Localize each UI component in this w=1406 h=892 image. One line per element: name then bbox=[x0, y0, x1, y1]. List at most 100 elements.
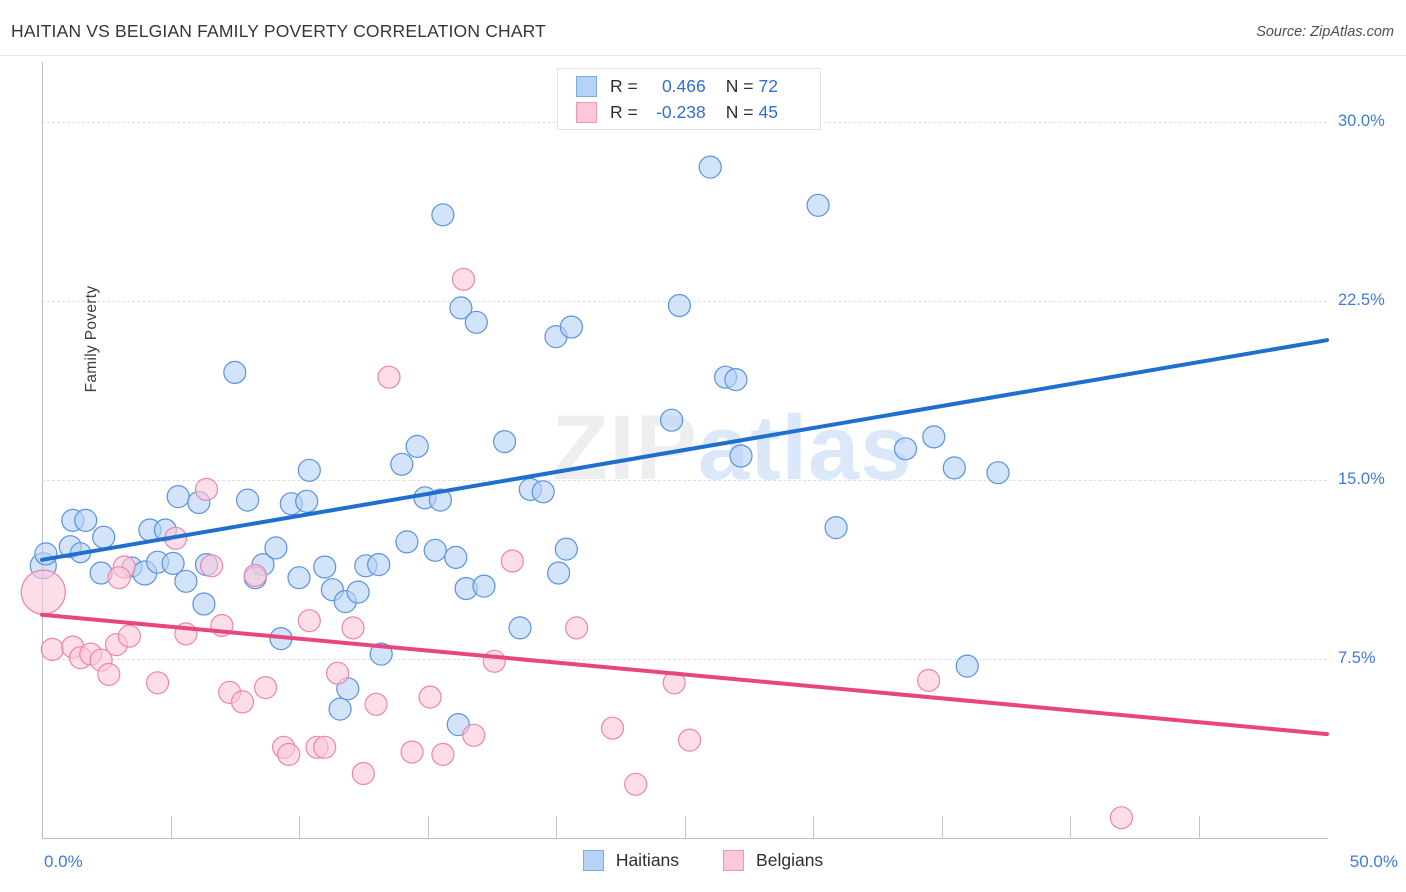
data-point[interactable] bbox=[493, 430, 517, 454]
data-point[interactable] bbox=[166, 485, 190, 509]
source-attribution: Source: ZipAtlas.com bbox=[1256, 24, 1394, 40]
legend-label-haitians: Haitians bbox=[615, 850, 680, 870]
data-point[interactable] bbox=[922, 425, 946, 449]
data-point[interactable] bbox=[313, 555, 337, 579]
gridline-y bbox=[42, 658, 1327, 660]
data-point[interactable] bbox=[986, 461, 1010, 485]
data-point[interactable] bbox=[600, 716, 625, 740]
data-point[interactable] bbox=[405, 434, 429, 458]
data-point[interactable] bbox=[942, 456, 966, 480]
data-point[interactable] bbox=[254, 675, 278, 700]
r-value-belgians: -0.238 bbox=[656, 101, 706, 122]
x-axis-tick bbox=[299, 816, 300, 838]
data-point[interactable] bbox=[364, 692, 388, 716]
x-axis-tick bbox=[684, 816, 686, 838]
n-value-haitians: 72 bbox=[758, 75, 778, 96]
data-point[interactable] bbox=[174, 569, 198, 593]
data-point[interactable] bbox=[423, 538, 447, 562]
data-point[interactable] bbox=[659, 408, 684, 432]
y-axis-title: Family Poverty bbox=[83, 285, 100, 393]
data-point[interactable] bbox=[236, 488, 260, 512]
data-point[interactable] bbox=[431, 203, 455, 227]
data-point[interactable] bbox=[531, 480, 555, 504]
data-point[interactable] bbox=[464, 310, 488, 334]
data-point[interactable] bbox=[200, 554, 224, 578]
trendline-belgians bbox=[40, 612, 1329, 737]
n-value-belgians: 45 bbox=[758, 101, 778, 122]
data-point[interactable] bbox=[20, 569, 66, 615]
data-point[interactable] bbox=[893, 437, 918, 461]
data-point[interactable] bbox=[230, 690, 255, 714]
x-axis-tick bbox=[427, 816, 429, 838]
data-point[interactable] bbox=[367, 553, 391, 577]
series-belgians bbox=[20, 267, 1134, 830]
data-point[interactable] bbox=[444, 545, 468, 569]
data-point[interactable] bbox=[451, 267, 476, 291]
data-point[interactable] bbox=[916, 668, 941, 693]
data-point[interactable] bbox=[97, 662, 121, 687]
data-point[interactable] bbox=[194, 477, 219, 501]
data-point[interactable] bbox=[698, 155, 722, 179]
data-point[interactable] bbox=[449, 296, 473, 320]
data-point[interactable] bbox=[624, 772, 648, 796]
data-point[interactable] bbox=[418, 685, 442, 709]
data-point[interactable] bbox=[395, 530, 419, 554]
legend-label-belgians: Belgians bbox=[756, 850, 824, 870]
legend-item-haitians[interactable]: Haitians bbox=[582, 850, 680, 871]
data-point[interactable] bbox=[287, 566, 311, 590]
data-point[interactable] bbox=[955, 654, 979, 678]
data-point[interactable] bbox=[223, 360, 247, 384]
data-point[interactable] bbox=[724, 368, 748, 392]
data-point[interactable] bbox=[34, 542, 58, 566]
data-point[interactable] bbox=[559, 315, 584, 339]
data-point[interactable] bbox=[508, 616, 532, 640]
data-point[interactable] bbox=[824, 516, 848, 540]
data-point[interactable] bbox=[500, 549, 524, 573]
data-point[interactable] bbox=[277, 742, 301, 767]
y-tick-label: 30.0% bbox=[1338, 111, 1385, 130]
data-point[interactable] bbox=[462, 723, 486, 747]
data-point[interactable] bbox=[546, 561, 571, 585]
data-point[interactable] bbox=[145, 671, 170, 695]
data-point[interactable] bbox=[328, 697, 352, 721]
data-point[interactable] bbox=[40, 637, 64, 662]
data-point[interactable] bbox=[107, 566, 131, 590]
data-point[interactable] bbox=[431, 742, 455, 767]
data-point[interactable] bbox=[729, 444, 753, 468]
x-axis-tick bbox=[1070, 816, 1071, 838]
chart-header: HAITIAN VS BELGIAN FAMILY POVERTY CORREL… bbox=[0, 0, 1406, 56]
data-point[interactable] bbox=[92, 525, 116, 549]
data-point[interactable] bbox=[346, 580, 370, 604]
data-point[interactable] bbox=[297, 609, 321, 633]
data-point[interactable] bbox=[351, 761, 375, 786]
data-point[interactable] bbox=[74, 508, 98, 532]
r-label-belgians: R = bbox=[610, 101, 638, 122]
data-point[interactable] bbox=[243, 563, 267, 588]
data-point[interactable] bbox=[554, 537, 578, 561]
data-point[interactable] bbox=[161, 551, 185, 575]
data-point[interactable] bbox=[806, 193, 830, 217]
data-point[interactable] bbox=[564, 616, 589, 640]
data-point[interactable] bbox=[377, 365, 401, 389]
data-point[interactable] bbox=[341, 616, 365, 640]
data-point[interactable] bbox=[295, 489, 319, 513]
data-point[interactable] bbox=[482, 649, 506, 673]
data-point[interactable] bbox=[667, 293, 692, 318]
belgians-swatch-icon bbox=[576, 101, 597, 123]
data-point[interactable] bbox=[117, 624, 142, 648]
data-point[interactable] bbox=[326, 661, 350, 685]
stat-row-haitians: R = 0.466 N = 72 bbox=[576, 73, 788, 99]
y-tick-label: 15.0% bbox=[1338, 469, 1385, 488]
legend-item-belgians[interactable]: Belgians bbox=[723, 850, 823, 871]
data-point[interactable] bbox=[677, 728, 702, 752]
data-point[interactable] bbox=[390, 452, 414, 476]
data-point[interactable] bbox=[192, 592, 216, 616]
x-axis-tick bbox=[813, 816, 814, 838]
data-point[interactable] bbox=[313, 735, 337, 759]
data-point[interactable] bbox=[297, 458, 321, 482]
data-point[interactable] bbox=[472, 574, 496, 598]
data-point[interactable] bbox=[1109, 806, 1134, 830]
data-point[interactable] bbox=[400, 740, 424, 764]
haitians-legend-swatch-icon bbox=[582, 850, 604, 871]
data-point[interactable] bbox=[264, 536, 288, 560]
